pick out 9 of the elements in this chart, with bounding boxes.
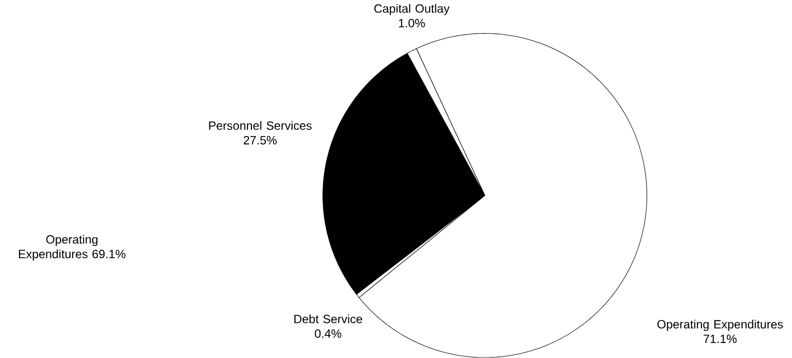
data-label: 0.4% <box>314 329 342 338</box>
slice-label: Debt Service <box>294 314 362 324</box>
data-label: 71.1% <box>704 334 737 344</box>
slice-label: Personnel Services <box>209 121 312 130</box>
slice-label: Operating Expenditures <box>657 320 783 331</box>
slice-label: Capital Outlay <box>374 4 450 16</box>
data-label: 27.5% <box>244 136 277 145</box>
text: Operating Expenditures 69.1% <box>18 234 126 261</box>
data-label: 1.0% <box>398 18 425 28</box>
